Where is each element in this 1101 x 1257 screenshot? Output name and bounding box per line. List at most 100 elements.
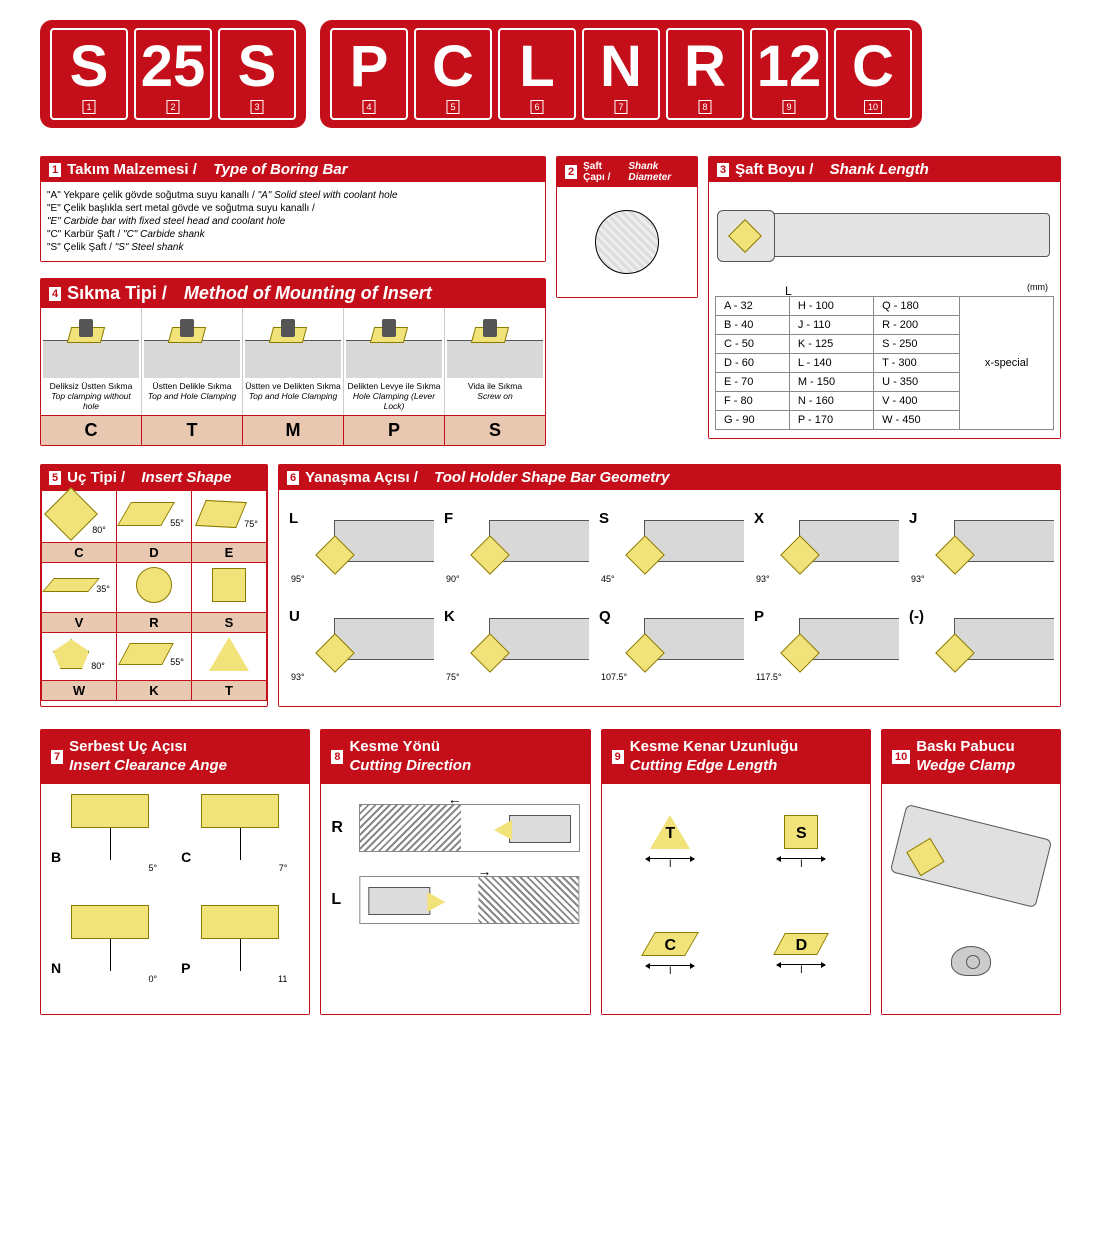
- insert-shape-icon: [42, 578, 100, 592]
- length-cell: M - 150: [789, 373, 873, 392]
- section-title-en: Tool Holder Shape Bar Geometry: [434, 469, 669, 486]
- code-char: C: [432, 38, 474, 96]
- code-index: 10: [864, 100, 882, 114]
- code-cell: 12 9: [750, 28, 828, 120]
- insert-shape-icon: [136, 567, 172, 603]
- section-title-tr: Uç Tipi /: [67, 469, 125, 486]
- mount-cell: Delikten Levye ile SıkmaHole Clamping (L…: [344, 308, 445, 415]
- length-cell: L - 140: [789, 354, 873, 373]
- code-cell: S 3: [218, 28, 296, 120]
- mount-diagram-icon: [346, 340, 442, 378]
- length-cell: R - 200: [874, 316, 960, 335]
- code-index: 8: [698, 100, 711, 114]
- mount-cell: Üstten ve Delikten SıkmaTop and Hole Cla…: [243, 308, 344, 415]
- section-edge-length: 9 Kesme Kenar Uzunluğu Cutting Edge Leng…: [601, 729, 871, 1015]
- edge-dim-label: l: [646, 965, 694, 977]
- wedge-clamp-icon: [951, 946, 991, 976]
- insert-shape-icon: [118, 643, 174, 665]
- length-cell: E - 70: [716, 373, 790, 392]
- length-dim-label: L: [785, 284, 792, 298]
- length-cell: K - 125: [789, 335, 873, 354]
- section-mounting: 4 Sıkma Tipi / Method of Mounting of Ins…: [40, 278, 546, 446]
- clearance-shape-icon: [71, 794, 149, 828]
- geometry-code: S: [599, 510, 609, 527]
- section-wedge-clamp: 10 Baskı Pabucu Wedge Clamp: [881, 729, 1061, 1015]
- clearance-angle: 7°: [279, 863, 288, 873]
- geometry-angle: 93°: [756, 574, 770, 584]
- length-cell: U - 350: [874, 373, 960, 392]
- geometry-bar-icon: [799, 520, 899, 562]
- geometry-angle: 75°: [446, 672, 460, 682]
- length-cell: P - 170: [789, 411, 873, 430]
- clearance-cell: C 7°: [181, 794, 299, 893]
- section-title-tr: Şaft Boyu /: [735, 161, 813, 178]
- section-title-tr: Serbest Uç Açısı: [69, 738, 187, 755]
- geometry-bar-icon: [644, 618, 744, 660]
- code-cell: C 5: [414, 28, 492, 120]
- geometry-cell: U 93°: [285, 598, 434, 686]
- section-title-en: Shank Length: [830, 161, 929, 178]
- code-index: 4: [362, 100, 375, 114]
- section-title-en: Shank Diameter: [628, 161, 689, 183]
- insert-shape-code: T: [192, 681, 267, 701]
- clearance-code: N: [51, 960, 61, 976]
- code-index: 5: [446, 100, 459, 114]
- section-title-en: Method of Mounting of Insert: [184, 283, 432, 304]
- code-char: C: [852, 38, 894, 96]
- code-cell: C 10: [834, 28, 912, 120]
- mount-diagram-icon: [43, 340, 139, 378]
- insert-shape-code: V: [42, 613, 117, 633]
- code-index: 2: [166, 100, 179, 114]
- geometry-cell: S 45°: [595, 500, 744, 588]
- type-line: "C" Karbür Şaft / "C" Carbide shank: [47, 229, 539, 240]
- direction-R-label: R: [331, 819, 349, 837]
- section-number: 5: [49, 471, 61, 485]
- edge-shape-code: T: [665, 825, 675, 843]
- section-title-tr: Şaft Çapı /: [583, 161, 622, 183]
- geometry-bar-icon: [644, 520, 744, 562]
- code-char: S: [238, 38, 277, 96]
- section-number: 3: [717, 163, 729, 177]
- insert-shape-code: S: [192, 613, 267, 633]
- geometry-cell: L 95°: [285, 500, 434, 588]
- code-char: L: [519, 38, 554, 96]
- geometry-code: X: [754, 510, 764, 527]
- length-cell: S - 250: [874, 335, 960, 354]
- mount-code: M: [243, 416, 344, 445]
- insert-shape-icon: [44, 487, 98, 541]
- mount-code: P: [344, 416, 445, 445]
- clearance-code: B: [51, 849, 61, 865]
- unit-label: (mm): [715, 282, 1054, 292]
- code-group-1: S 125 2S 3: [40, 20, 306, 128]
- mount-code: C: [41, 416, 142, 445]
- section-shank-diameter: 2 Şaft Çapı / Shank Diameter: [556, 156, 698, 298]
- edge-length-cell: S l: [743, 794, 860, 892]
- insert-shape-code: D: [117, 543, 192, 563]
- geometry-angle: 93°: [291, 672, 305, 682]
- edge-length-cell: T l: [612, 794, 729, 892]
- section-number: 7: [51, 750, 63, 764]
- insert-shape-code: C: [42, 543, 117, 563]
- geometry-code: J: [909, 510, 917, 527]
- insert-shape-table: 80°55°75°CDE35°VRS80°55°WKT: [41, 490, 267, 701]
- insert-shape-code: K: [117, 681, 192, 701]
- section-title-tr: Yanaşma Açısı /: [305, 469, 418, 486]
- geometry-angle: 107.5°: [601, 672, 627, 682]
- length-cell: G - 90: [716, 411, 790, 430]
- mount-cell: Vida ile SıkmaScrew on: [445, 308, 545, 415]
- geometry-cell: J 93°: [905, 500, 1054, 588]
- edge-shape-code: C: [664, 937, 676, 955]
- code-char: 25: [141, 38, 206, 96]
- insert-shape-cell: 75°: [192, 491, 267, 543]
- clearance-angle: 5°: [149, 863, 158, 873]
- section-clearance-angle: 7 Serbest Uç Açısı Insert Clearance Ange…: [40, 729, 310, 1015]
- section-insert-shape: 5 Uç Tipi / Insert Shape 80°55°75°CDE35°…: [40, 464, 268, 707]
- geometry-bar-icon: [334, 618, 434, 660]
- geometry-code: (-): [909, 608, 924, 625]
- insert-shape-code: E: [192, 543, 267, 563]
- edge-length-cell: D l: [743, 906, 860, 1004]
- code-strip: S 125 2S 3 P 4C 5L 6N 7R 812 9C: [40, 20, 1061, 128]
- section-number: 1: [49, 163, 61, 177]
- insert-shape-cell: 80°: [42, 491, 117, 543]
- mount-diagram-icon: [447, 340, 543, 378]
